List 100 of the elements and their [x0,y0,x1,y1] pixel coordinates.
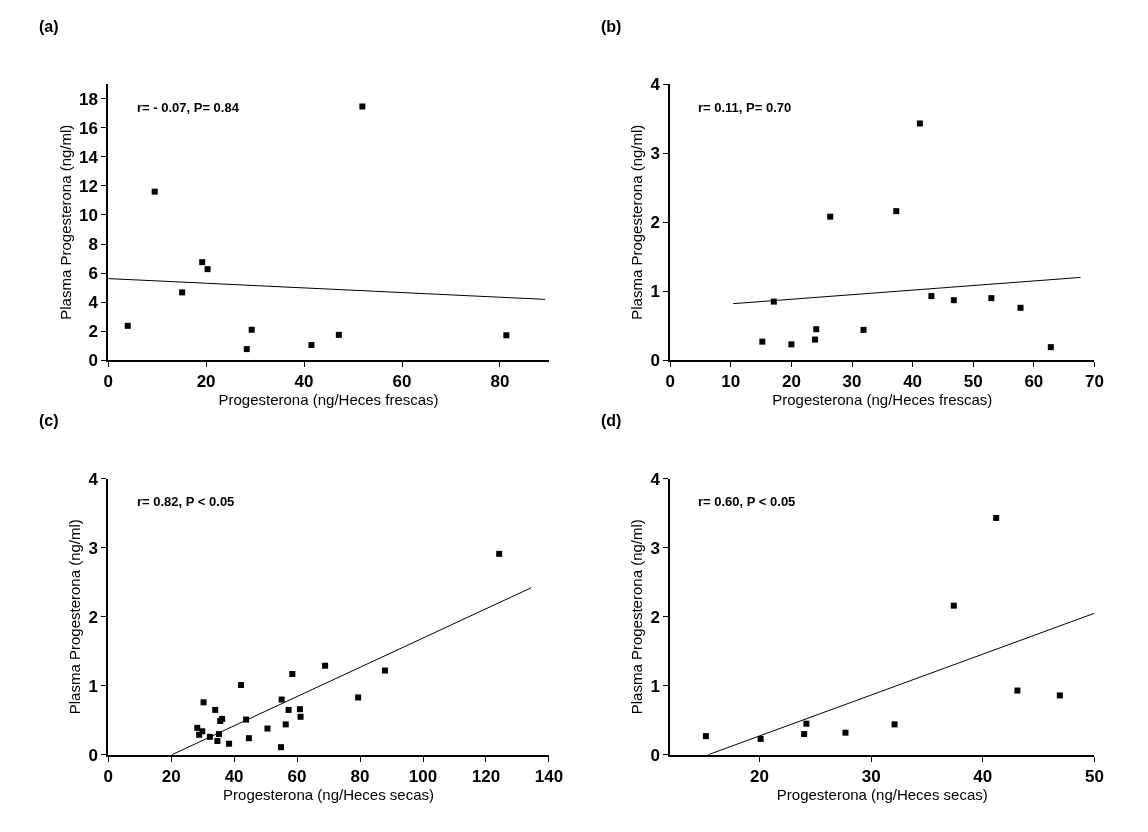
point [359,103,366,110]
point [204,266,211,273]
y-tick-label: 8 [88,234,99,254]
y-tick-label: 2 [88,322,99,342]
y-tick-label: 2 [650,607,661,627]
y-tick-label: 0 [650,745,661,765]
point [355,694,362,701]
point [285,706,292,713]
point [214,737,221,744]
point [1056,692,1063,699]
annotation: r= - 0.07, P= 0.84 [137,100,240,115]
point [860,326,867,333]
y-tick-label: 2 [650,213,661,233]
x-tick-label: 80 [490,372,510,392]
point [238,682,245,689]
point [1014,687,1021,694]
x-tick-label: 50 [963,372,983,392]
point [226,740,233,747]
y-tick-label: 4 [88,293,99,313]
point [993,514,1000,521]
chart-title: (a) [39,18,59,35]
point [893,208,900,215]
annotation: r= 0.60, P < 0.05 [698,494,796,509]
point [813,326,820,333]
point [322,662,329,669]
x-tick-label: 60 [392,372,412,392]
point [264,725,271,732]
point [243,346,250,353]
point [801,731,808,738]
annotation: r= 0.82, P < 0.05 [137,494,235,509]
y-tick-label: 3 [650,538,661,558]
y-axis-title: Plasma Progesterona (ng/ml) [66,519,84,715]
point [194,724,201,731]
point [199,259,206,266]
y-tick-label: 3 [650,144,661,164]
chart-title: (d) [601,412,622,429]
x-tick-label: 0 [103,766,113,786]
y-tick-label: 4 [650,75,661,95]
y-tick-label: 10 [79,205,99,225]
point [759,338,766,345]
point [248,326,255,333]
x-axis-title: Progesterona (ng/Heces secas) [223,785,435,803]
point [842,729,849,736]
point [1047,344,1054,351]
y-tick-label: 4 [650,469,661,489]
point [812,336,819,343]
chart-title: (c) [39,412,59,429]
y-tick-label: 0 [88,351,99,371]
point [496,550,503,557]
point [179,289,186,296]
x-axis-title: Progesterona (ng/Heces frescas) [218,391,439,409]
x-tick-label: 80 [350,766,370,786]
x-tick-label: 140 [534,766,564,786]
x-tick-label: 20 [781,372,801,392]
point [335,331,342,338]
x-tick-label: 40 [903,372,923,392]
y-tick-label: 4 [88,469,99,489]
point [289,671,296,677]
y-tick-label: 1 [650,282,661,302]
x-tick-label: 60 [287,766,307,786]
point [212,706,219,713]
point [308,342,315,349]
point [282,721,289,728]
y-tick-label: 0 [650,351,661,371]
x-axis-title: Progesterona (ng/Heces secas) [776,785,988,803]
point [757,735,764,742]
y-axis-title: Plasma Progesterona (ng/ml) [56,124,74,320]
point [124,322,131,329]
x-tick-label: 0 [103,372,113,392]
point [245,735,252,742]
x-tick-label: 30 [861,766,881,786]
point [503,332,510,339]
x-tick-label: 20 [161,766,181,786]
x-tick-label: 50 [1084,766,1104,786]
point [200,699,207,706]
x-tick-label: 60 [1024,372,1044,392]
x-tick-label: 30 [842,372,862,392]
point [381,667,388,674]
point [928,293,935,300]
point [950,602,957,609]
point [827,213,834,220]
point [278,696,285,703]
x-tick-label: 20 [196,372,216,392]
chart-title: (b) [601,18,622,35]
point [891,721,898,728]
point [278,744,285,751]
annotation: r= 0.11, P= 0.70 [698,100,792,115]
x-tick-label: 20 [750,766,769,786]
y-tick-label: 3 [88,538,99,558]
x-tick-label: 100 [408,766,438,786]
x-tick-label: 40 [973,766,993,786]
x-tick-label: 0 [665,372,675,392]
x-tick-label: 10 [721,372,741,392]
point [296,706,303,713]
x-tick-label: 40 [294,372,314,392]
y-tick-label: 0 [88,745,99,765]
x-tick-label: 70 [1084,372,1104,392]
y-tick-label: 12 [79,176,99,196]
x-tick-label: 40 [224,766,244,786]
point [916,120,923,127]
